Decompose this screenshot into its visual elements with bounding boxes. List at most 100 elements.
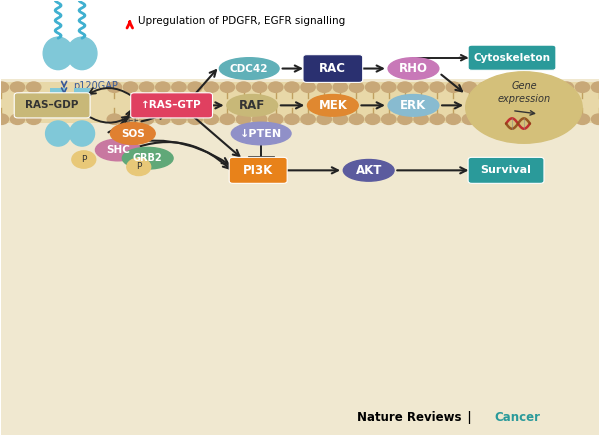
Text: SOS: SOS [121, 129, 145, 139]
Circle shape [478, 114, 493, 124]
Circle shape [382, 82, 396, 92]
Ellipse shape [388, 58, 439, 79]
FancyBboxPatch shape [468, 45, 556, 70]
Text: AKT: AKT [355, 164, 382, 177]
Text: RAF: RAF [239, 99, 265, 112]
Circle shape [0, 114, 8, 124]
Circle shape [172, 114, 186, 124]
Circle shape [430, 114, 445, 124]
Circle shape [559, 82, 574, 92]
Text: RAC: RAC [319, 62, 346, 75]
Ellipse shape [227, 95, 278, 116]
Circle shape [107, 114, 122, 124]
Circle shape [575, 82, 590, 92]
Ellipse shape [122, 147, 173, 169]
Circle shape [398, 82, 412, 92]
Circle shape [527, 114, 541, 124]
Circle shape [511, 82, 525, 92]
FancyBboxPatch shape [229, 157, 287, 184]
Circle shape [139, 114, 154, 124]
Circle shape [188, 114, 202, 124]
Circle shape [463, 82, 476, 92]
Circle shape [301, 114, 315, 124]
Bar [1, 1, 599, 79]
Circle shape [398, 114, 412, 124]
Circle shape [543, 82, 557, 92]
Ellipse shape [46, 121, 71, 146]
Ellipse shape [388, 95, 439, 116]
Circle shape [188, 82, 202, 92]
Text: ERK: ERK [400, 99, 427, 112]
Circle shape [317, 82, 331, 92]
Text: Cancer: Cancer [494, 411, 541, 424]
Circle shape [0, 82, 8, 92]
Circle shape [382, 114, 396, 124]
Text: Survival: Survival [481, 165, 532, 175]
Circle shape [155, 82, 170, 92]
Text: Upregulation of PDGFR, EGFR signalling: Upregulation of PDGFR, EGFR signalling [137, 16, 345, 26]
FancyBboxPatch shape [303, 54, 363, 82]
Circle shape [463, 114, 476, 124]
Circle shape [236, 82, 251, 92]
Ellipse shape [220, 58, 279, 79]
Ellipse shape [95, 139, 140, 161]
Ellipse shape [110, 123, 155, 144]
Ellipse shape [43, 37, 73, 70]
Circle shape [430, 82, 445, 92]
FancyBboxPatch shape [14, 93, 90, 118]
Ellipse shape [232, 122, 291, 145]
Text: NF1: NF1 [73, 88, 92, 98]
Bar [1, 79, 599, 435]
Circle shape [559, 114, 574, 124]
Text: SHC: SHC [106, 145, 130, 155]
Text: GRB2: GRB2 [133, 153, 163, 163]
Circle shape [10, 82, 25, 92]
Circle shape [592, 82, 600, 92]
Circle shape [253, 114, 267, 124]
Circle shape [349, 114, 364, 124]
Text: RAS–GDP: RAS–GDP [25, 100, 79, 110]
Circle shape [301, 82, 315, 92]
Circle shape [285, 114, 299, 124]
Text: ↑RAS–GTP: ↑RAS–GTP [141, 100, 202, 110]
Text: P: P [81, 155, 86, 164]
Circle shape [26, 82, 41, 92]
Ellipse shape [67, 37, 97, 70]
Text: P: P [136, 162, 142, 171]
Text: Nature Reviews |: Nature Reviews | [357, 411, 477, 424]
Circle shape [592, 114, 600, 124]
Circle shape [494, 82, 509, 92]
Circle shape [253, 82, 267, 92]
Circle shape [269, 114, 283, 124]
Text: MEK: MEK [319, 99, 347, 112]
Circle shape [365, 82, 380, 92]
Circle shape [414, 82, 428, 92]
Bar [50, 88, 67, 118]
Circle shape [285, 82, 299, 92]
Ellipse shape [307, 95, 358, 116]
Circle shape [124, 114, 137, 124]
Circle shape [204, 114, 218, 124]
Circle shape [26, 114, 41, 124]
Circle shape [127, 158, 151, 176]
Circle shape [414, 114, 428, 124]
Circle shape [511, 114, 525, 124]
Text: p120GAP: p120GAP [73, 81, 118, 91]
Circle shape [317, 114, 331, 124]
Text: Cytoskeleton: Cytoskeleton [473, 53, 551, 63]
Circle shape [446, 114, 461, 124]
Bar [1, 82, 599, 123]
Circle shape [478, 82, 493, 92]
Ellipse shape [466, 72, 582, 143]
FancyBboxPatch shape [131, 93, 212, 118]
Circle shape [107, 82, 122, 92]
Circle shape [220, 82, 235, 92]
Circle shape [139, 82, 154, 92]
Circle shape [494, 114, 509, 124]
Circle shape [333, 114, 347, 124]
Ellipse shape [70, 121, 95, 146]
Circle shape [72, 151, 96, 168]
Text: ↓PTEN: ↓PTEN [240, 129, 282, 139]
Text: CDC42: CDC42 [230, 64, 268, 74]
Circle shape [155, 114, 170, 124]
